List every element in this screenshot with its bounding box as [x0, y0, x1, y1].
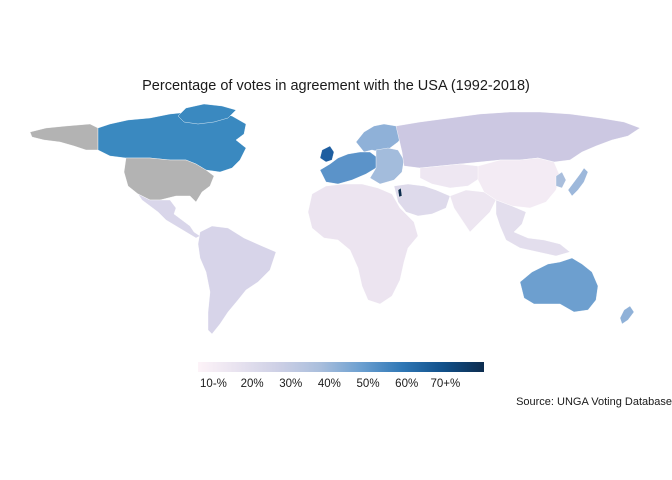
- source-caption: Source: UNGA Voting Database: [516, 396, 672, 408]
- region-southeast-asia[interactable]: [495, 199, 571, 257]
- region-russia[interactable]: [395, 111, 641, 169]
- region-japan[interactable]: [567, 167, 589, 197]
- region-usa[interactable]: [123, 157, 215, 203]
- region-south-america[interactable]: [197, 225, 277, 335]
- legend-tick-label: 50%: [356, 378, 380, 390]
- legend-tick-label: 60%: [395, 378, 419, 390]
- region-eastern-europe[interactable]: [369, 147, 405, 185]
- region-central-asia[interactable]: [419, 163, 481, 189]
- legend-tick-label: 40%: [317, 378, 341, 390]
- region-united-kingdom[interactable]: [319, 145, 335, 163]
- map-title: Percentage of votes in agreement with th…: [142, 78, 530, 94]
- legend-tick-label: 70+%: [430, 378, 461, 390]
- legend-tick-label: 30%: [279, 378, 303, 390]
- region-mexico-central-america[interactable]: [137, 193, 201, 239]
- region-south-asia[interactable]: [449, 189, 497, 233]
- world-map: [29, 103, 641, 335]
- region-alaska[interactable]: [29, 123, 99, 151]
- region-korea[interactable]: [555, 171, 567, 189]
- region-africa[interactable]: [307, 183, 419, 305]
- region-israel[interactable]: [397, 187, 403, 198]
- legend-tick-label: 20%: [240, 378, 264, 390]
- region-middle-east[interactable]: [393, 183, 451, 217]
- region-new-zealand[interactable]: [619, 305, 635, 325]
- region-greenland[interactable]: [177, 103, 237, 125]
- region-australia[interactable]: [519, 257, 599, 313]
- legend-colorbar: [198, 362, 484, 372]
- legend-tick-label: 10-%: [200, 378, 227, 390]
